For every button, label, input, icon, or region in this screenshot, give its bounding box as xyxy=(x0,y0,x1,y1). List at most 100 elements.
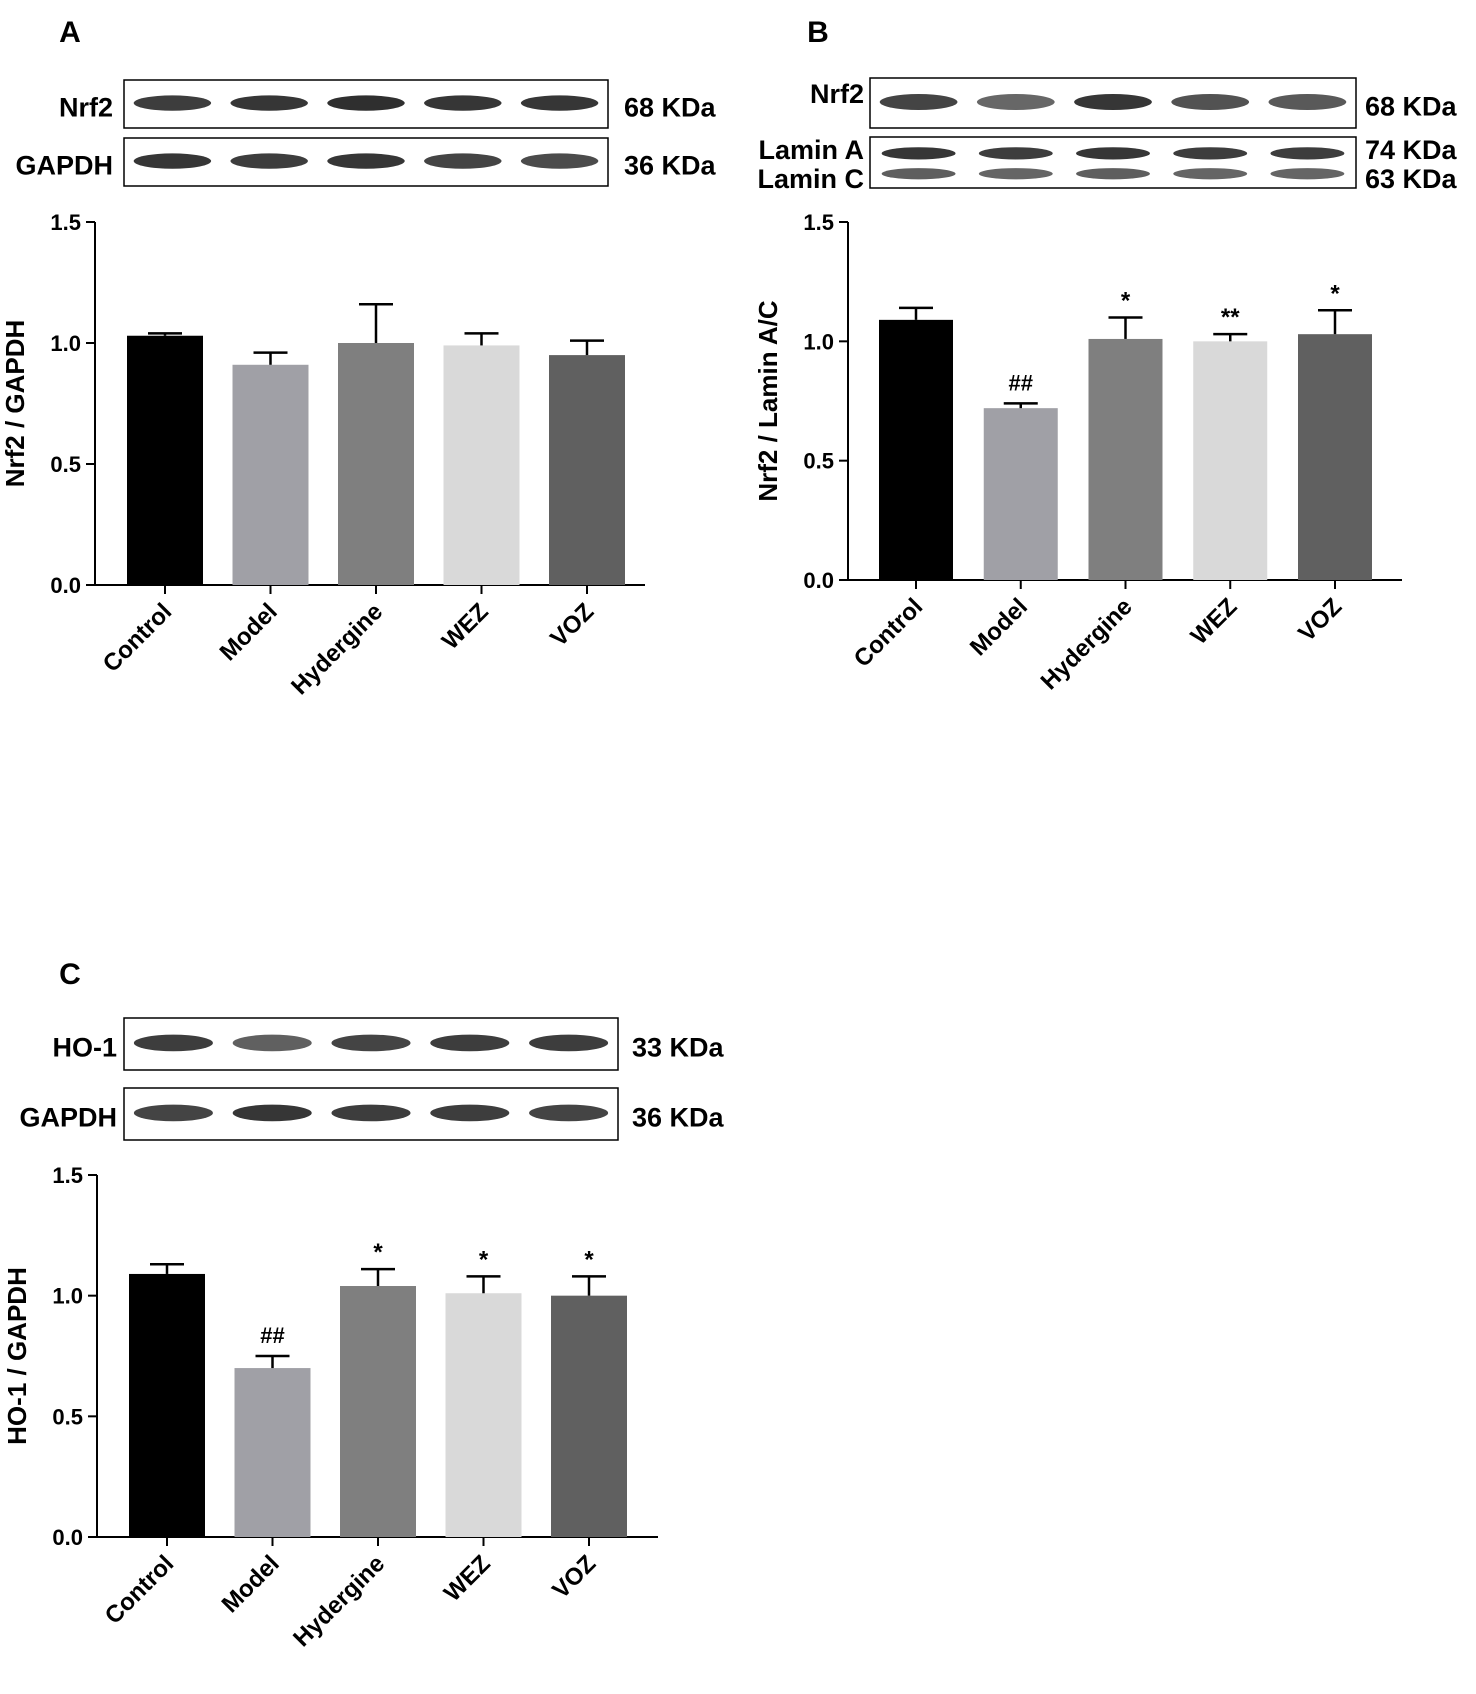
y-tick-label: 1.0 xyxy=(50,331,81,356)
blot-band xyxy=(430,1034,510,1052)
y-tick-label: 1.5 xyxy=(52,1163,83,1188)
significance-mark: * xyxy=(1121,287,1131,314)
blot-band xyxy=(327,95,405,111)
blot-strip: Nrf2 68 KDa xyxy=(810,77,1458,129)
bar xyxy=(445,1293,522,1537)
significance-mark: * xyxy=(479,1246,489,1273)
bar xyxy=(1298,334,1372,580)
y-tick-label: 0.5 xyxy=(50,452,81,477)
y-tick-label: 1.5 xyxy=(803,210,834,235)
blot-label: GAPDH xyxy=(19,1103,117,1133)
axes: 0.0 0.5 1.0 1.5 Nrf2 / GAPDH Control Model Hyde… xyxy=(0,210,645,700)
y-tick-label: 0.0 xyxy=(50,573,81,598)
blot-band xyxy=(133,153,212,169)
blot-band xyxy=(1268,94,1347,110)
blot-band xyxy=(424,153,502,169)
blot-band xyxy=(327,153,405,169)
bar xyxy=(551,1295,627,1537)
blot-band xyxy=(881,168,956,180)
blot-strip: Nrf2 68 KDa xyxy=(59,79,717,129)
y-tick-label: 1.0 xyxy=(52,1284,83,1309)
blot-kda: 36 KDa xyxy=(624,150,717,180)
blot-band xyxy=(978,147,1053,160)
blot-band xyxy=(424,95,502,111)
blot-label: GAPDH xyxy=(15,150,113,180)
x-tick-label: VOZ xyxy=(1293,593,1347,647)
x-tick-label: WEZ xyxy=(437,598,494,655)
blot-kda: 74 KDa xyxy=(1365,135,1458,165)
bar xyxy=(234,1368,311,1537)
x-tick-label: Model xyxy=(217,1550,285,1618)
x-tick-label: Control xyxy=(98,598,177,677)
blot-band xyxy=(520,95,599,111)
x-tick-label: Hydergine xyxy=(1036,593,1138,695)
blot-band xyxy=(1270,147,1345,160)
blot-band xyxy=(430,1104,510,1122)
blot-kda: 36 KDa xyxy=(632,1103,725,1133)
blot-label: HO-1 xyxy=(52,1033,117,1063)
blot-band xyxy=(230,95,308,111)
blot-band xyxy=(1076,168,1150,180)
blot-band xyxy=(232,1104,312,1122)
blot-strip: GAPDH 36 KDa xyxy=(15,137,717,187)
x-tick-label: Model xyxy=(215,598,283,666)
blot-band xyxy=(232,1034,312,1052)
blot-band xyxy=(1270,168,1345,180)
bar xyxy=(879,319,953,580)
blot-band xyxy=(133,95,212,111)
blot-kda: 68 KDa xyxy=(624,92,717,122)
y-tick-label: 1.5 xyxy=(50,210,81,235)
y-axis-label: Nrf2 / Lamin A/C xyxy=(753,300,783,502)
blot-strip: HO-1 33 KDa xyxy=(52,1017,725,1071)
blot-label: Nrf2 xyxy=(59,92,113,122)
bar xyxy=(983,408,1058,580)
blot-band xyxy=(331,1104,411,1122)
x-tick-label: Hydergine xyxy=(286,598,388,700)
blot-band xyxy=(1074,94,1152,110)
x-tick-label: Hydergine xyxy=(288,1550,390,1652)
blot-band xyxy=(133,1034,213,1052)
blot-band xyxy=(1173,168,1248,180)
blot-band xyxy=(1076,147,1150,160)
panel-letter: A xyxy=(59,16,81,49)
bar xyxy=(127,335,203,585)
blot-band xyxy=(1173,147,1248,160)
bar xyxy=(1193,341,1268,580)
blot-kda: 33 KDa xyxy=(632,1033,725,1063)
x-tick-label: VOZ xyxy=(545,598,599,652)
significance-mark: ** xyxy=(1221,304,1240,331)
x-tick-label: Control xyxy=(100,1550,179,1629)
blot-band xyxy=(133,1104,213,1122)
y-tick-label: 0.0 xyxy=(803,568,834,593)
y-tick-label: 1.0 xyxy=(803,329,834,354)
blot-band xyxy=(879,94,958,110)
blot-label: Lamin C xyxy=(757,164,864,194)
bar xyxy=(549,355,625,585)
blot-kda: 68 KDa xyxy=(1365,92,1458,122)
blot-band xyxy=(520,153,599,169)
blot-band xyxy=(331,1034,411,1052)
y-axis-label: HO-1 / GAPDH xyxy=(2,1267,32,1445)
panel-a: A Nrf2 68 KDa GAPDH 36 KDa 0.0 0.5 1.0 1.5 Nrf2 /… xyxy=(0,16,717,700)
blot-band xyxy=(978,168,1053,180)
x-tick-label: WEZ xyxy=(439,1550,496,1607)
blot-band xyxy=(529,1104,609,1122)
y-tick-label: 0.5 xyxy=(52,1404,83,1429)
blot-band xyxy=(529,1034,609,1052)
x-tick-label: VOZ xyxy=(547,1550,601,1604)
significance-mark: * xyxy=(1330,280,1340,307)
blot-label: Lamin A xyxy=(758,135,864,165)
bar xyxy=(129,1273,205,1537)
x-tick-label: Control xyxy=(849,593,928,672)
panel-c: C HO-1 33 KDa GAPDH 36 KDa 0.0 0.5 1.0 1.5 HO-1 /… xyxy=(2,958,725,1652)
panel-letter: C xyxy=(59,958,81,991)
significance-mark: ## xyxy=(260,1323,284,1348)
blot-kda: 63 KDa xyxy=(1365,164,1458,194)
blot-band xyxy=(976,94,1055,110)
x-tick-label: WEZ xyxy=(1186,593,1243,650)
blot-band xyxy=(881,147,956,160)
y-axis-label: Nrf2 / GAPDH xyxy=(0,320,30,488)
